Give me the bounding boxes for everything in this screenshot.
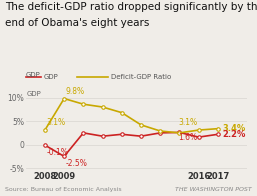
Text: 3.1%: 3.1% [46,118,66,127]
Text: GDP: GDP [44,74,58,80]
Text: -0.1%: -0.1% [46,148,68,157]
Text: 3.1%: 3.1% [178,118,197,127]
Text: 9.8%: 9.8% [66,87,85,96]
Text: THE WASHINGTON POST: THE WASHINGTON POST [175,187,252,192]
Text: Deficit-GDP Ratio: Deficit-GDP Ratio [111,74,171,80]
Text: end of Obama's eight years: end of Obama's eight years [5,18,150,28]
Text: GDP: GDP [26,72,40,78]
Text: 3.4%: 3.4% [222,124,245,133]
Text: 2.2%: 2.2% [222,130,245,139]
Text: 1.6%: 1.6% [178,133,197,142]
Text: The deficit-GDP ratio dropped significantly by the: The deficit-GDP ratio dropped significan… [5,2,257,12]
Text: GDP: GDP [27,91,41,97]
Text: -2.5%: -2.5% [66,159,87,168]
Text: Source: Bureau of Economic Analysis: Source: Bureau of Economic Analysis [5,187,122,192]
